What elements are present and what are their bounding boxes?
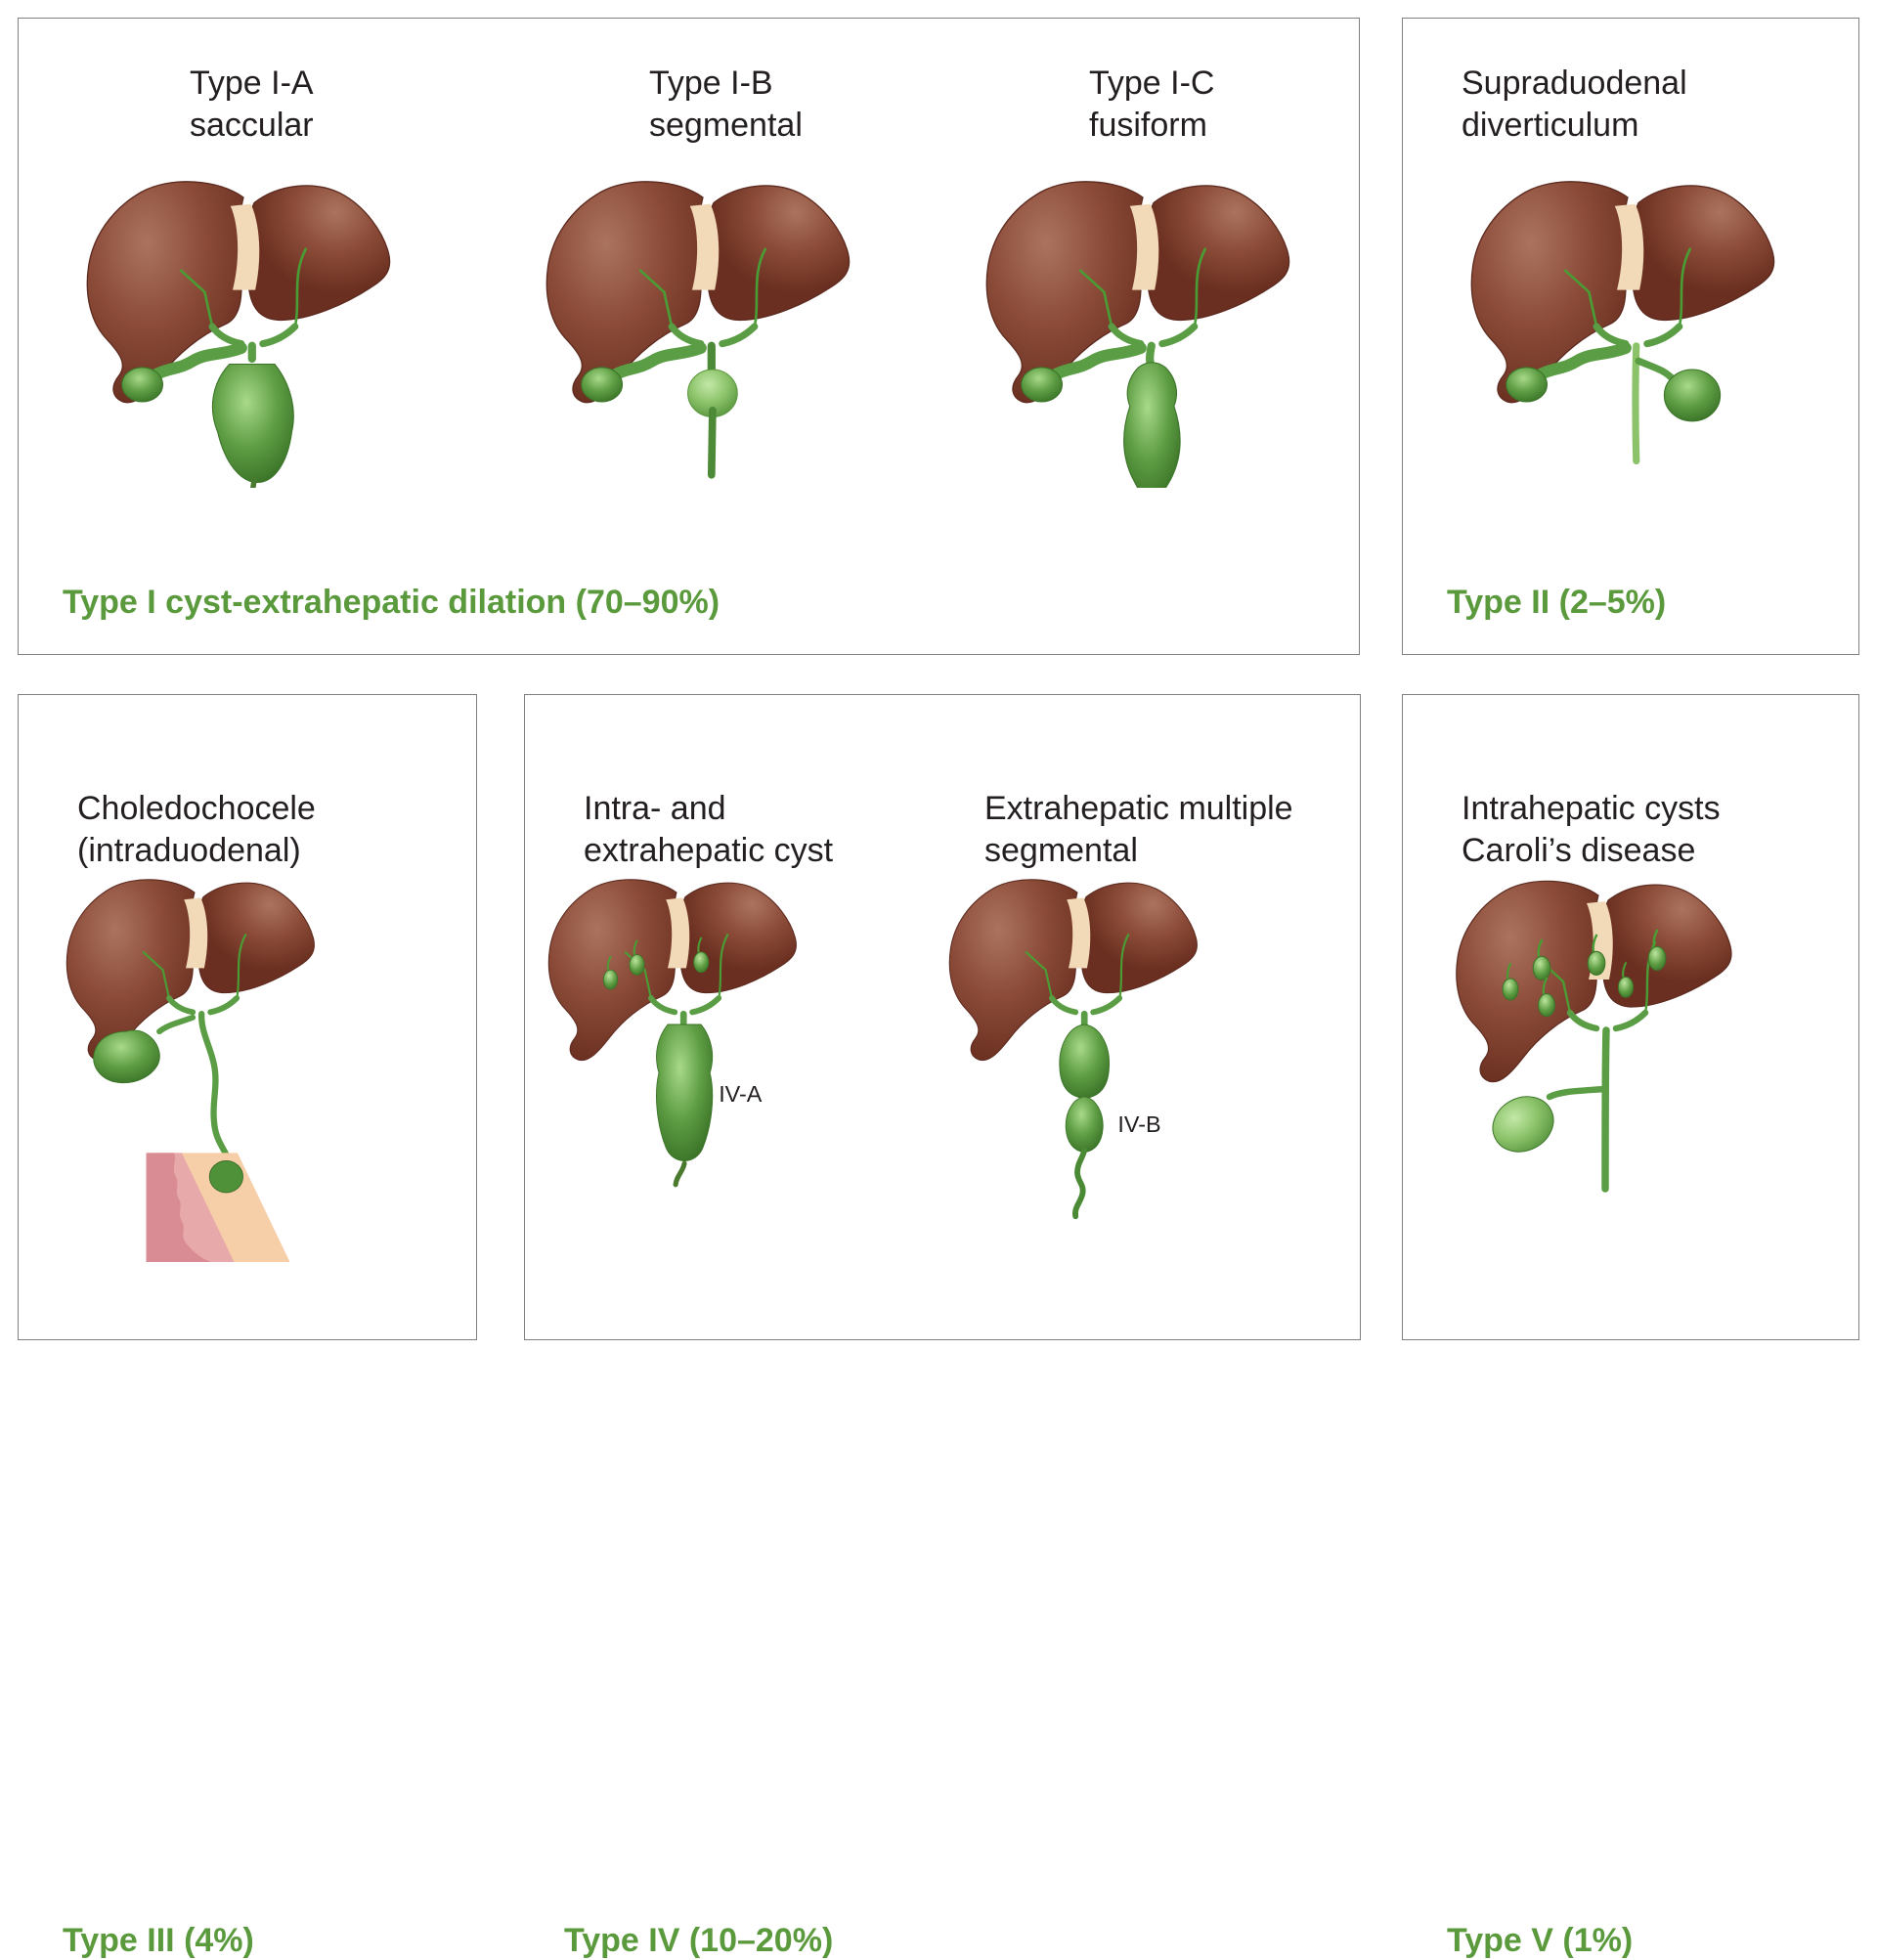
- svg-text:IV-A: IV-A: [719, 1081, 763, 1107]
- svg-text:IV-B: IV-B: [1117, 1111, 1160, 1137]
